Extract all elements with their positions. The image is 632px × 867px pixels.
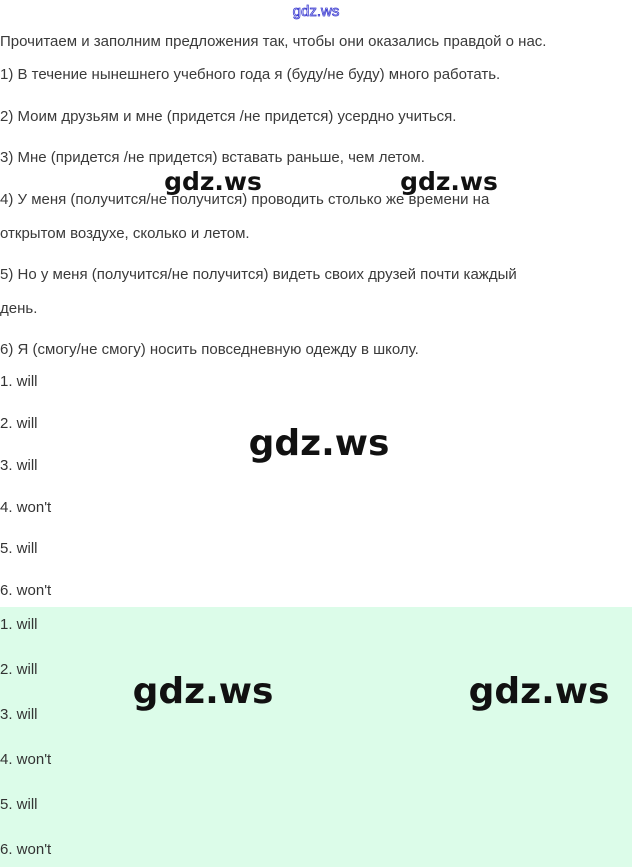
highlighted-answer-2: 2. will	[0, 661, 38, 678]
answer-5: 5. will	[0, 540, 38, 557]
answer-6: 6. won't	[0, 582, 52, 599]
top-watermark: gdz.ws	[292, 3, 340, 21]
highlighted-answers-block	[0, 607, 632, 867]
highlighted-answer-3: 3. will	[0, 706, 38, 723]
watermark: gdz.ws	[132, 671, 274, 712]
highlighted-answer-1: 1. will	[0, 616, 38, 633]
sentence-5-cont: день.	[0, 300, 38, 317]
answer-3: 3. will	[0, 457, 38, 474]
sentence-6: 6) Я (смогу/не смогу) носить повседневну…	[0, 341, 419, 358]
highlighted-answer-6: 6. won't	[0, 841, 52, 858]
highlighted-answer-5: 5. will	[0, 796, 38, 813]
watermark: gdz.ws	[164, 167, 262, 196]
answer-2: 2. will	[0, 415, 38, 432]
sentence-1: 1) В течение нынешнего учебного года я (…	[0, 66, 501, 83]
sentence-2: 2) Моим друзьям и мне (придется /не прид…	[0, 108, 457, 125]
sentence-4-cont: открытом воздухе, сколько и летом.	[0, 225, 250, 242]
intro-text: Прочитаем и заполним предложения так, чт…	[0, 33, 547, 50]
watermark: gdz.ws	[400, 167, 498, 196]
sentence-3: 3) Мне (придется /не придется) вставать …	[0, 149, 425, 166]
highlighted-answer-4: 4. won't	[0, 751, 52, 768]
answer-1: 1. will	[0, 373, 38, 390]
sentence-4: 4) У меня (получится/не получится) прово…	[0, 191, 490, 208]
watermark: gdz.ws	[468, 671, 610, 712]
watermark: gdz.ws	[248, 423, 390, 464]
sentence-5: 5) Но у меня (получится/не получится) ви…	[0, 266, 517, 283]
answer-4: 4. won't	[0, 499, 52, 516]
